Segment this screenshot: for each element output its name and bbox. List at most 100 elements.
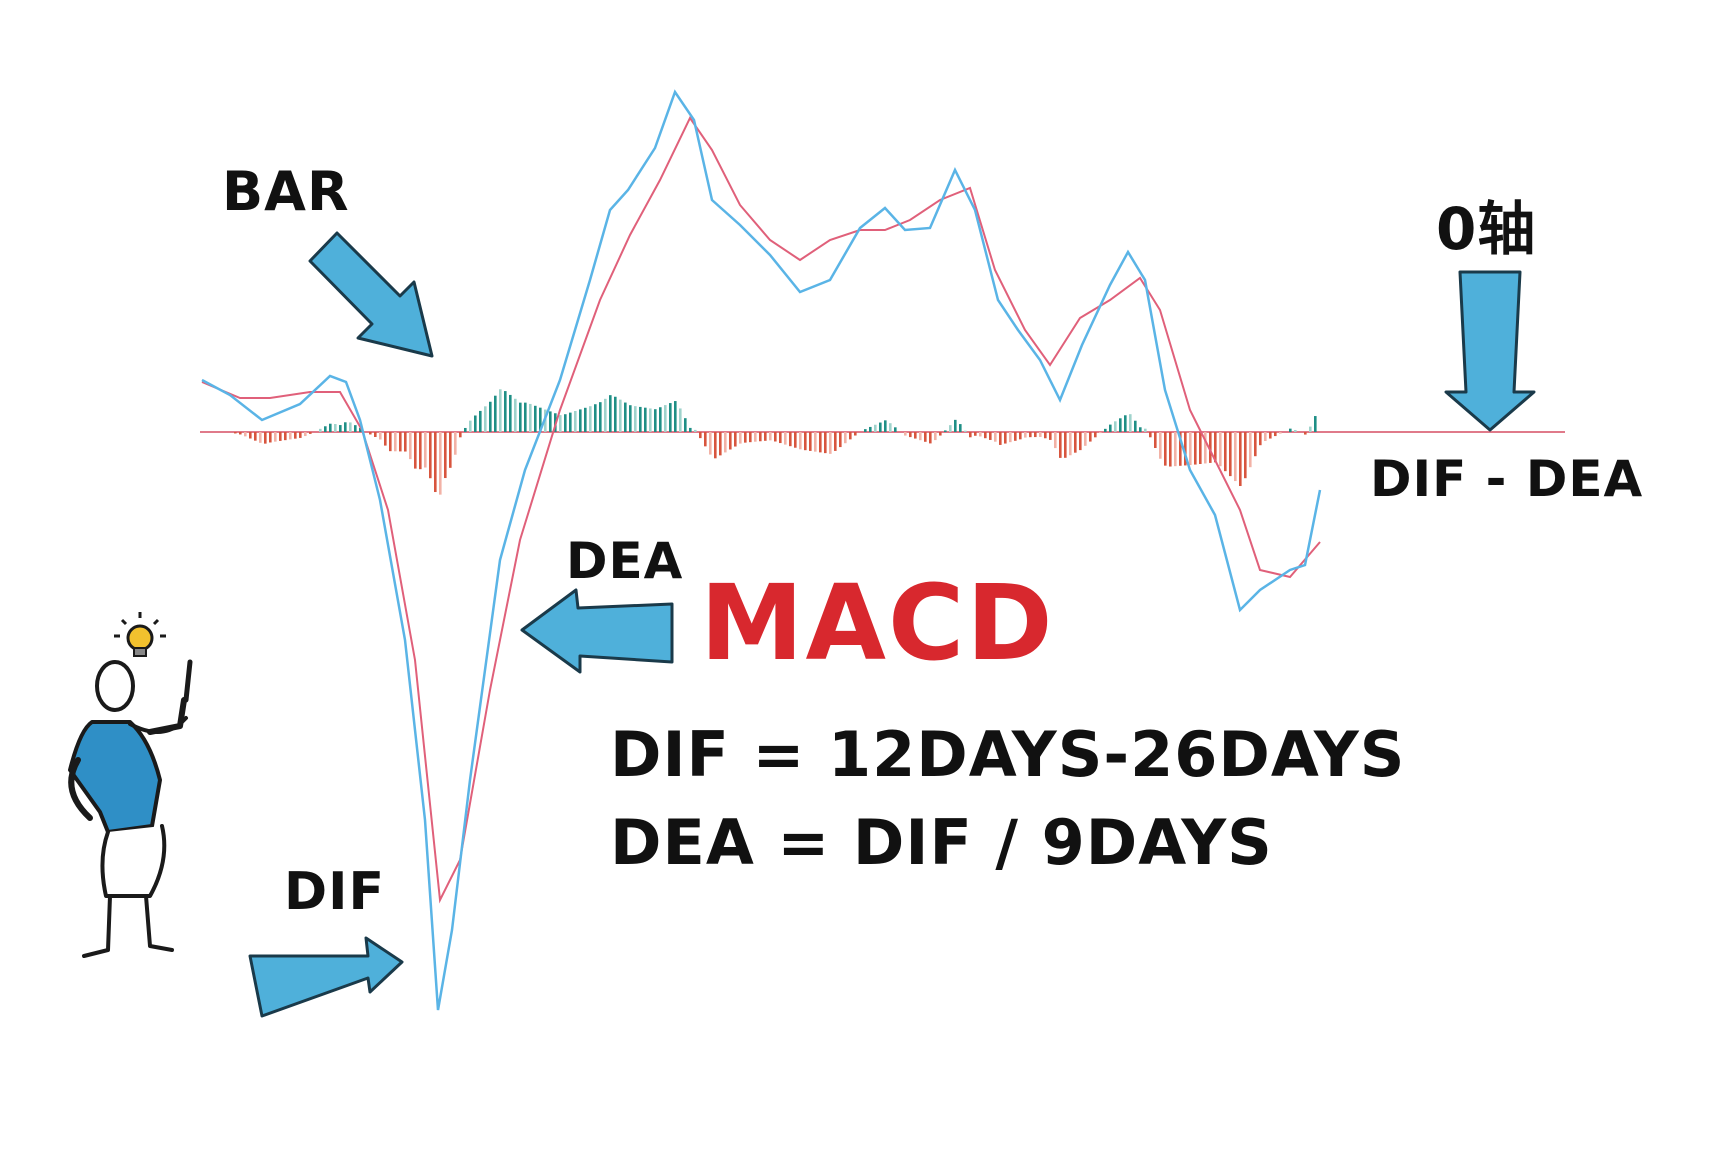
histogram-bar-positive [1144, 428, 1147, 432]
histogram-bar-positive [509, 394, 512, 432]
histogram-bar-positive [649, 408, 652, 432]
histogram-bar-negative [1159, 432, 1162, 459]
histogram-bar-negative [1189, 432, 1192, 466]
histogram-bar-negative [439, 432, 442, 495]
histogram-bar-negative [274, 432, 277, 442]
histogram-bar-negative [1084, 432, 1087, 446]
histogram-bar-negative [384, 432, 387, 446]
histogram-bar-negative [984, 432, 987, 439]
histogram-bar-positive [514, 398, 517, 432]
histogram-bar-negative [779, 432, 782, 444]
dea-label: DEA [566, 532, 684, 590]
histogram-bar-positive [339, 425, 342, 432]
histogram-bar-negative [269, 432, 272, 443]
histogram-bar-negative [839, 432, 842, 448]
histogram-bar-positive [659, 407, 662, 432]
histogram-bar-positive [1294, 429, 1297, 432]
histogram-bar-negative [724, 432, 727, 453]
histogram-bar-negative [399, 432, 402, 452]
histogram-bar-negative [264, 432, 267, 444]
histogram-bar-negative [1209, 432, 1212, 463]
histogram-bar-negative [1079, 432, 1082, 451]
histogram-bar-positive [694, 429, 697, 432]
histogram-bar-positive [894, 427, 897, 432]
histogram-bar-negative [1004, 432, 1007, 444]
histogram-bar-negative [924, 432, 927, 442]
histogram-bar-negative [1169, 432, 1172, 467]
histogram-bar-positive [569, 412, 572, 432]
histogram-bar-positive [479, 410, 482, 432]
histogram-bar-negative [1274, 432, 1277, 437]
dif-line [201, 89, 1322, 1011]
histogram-bar-positive [944, 430, 947, 432]
histogram-bar-negative [1219, 432, 1222, 467]
histogram-bar-negative [819, 432, 822, 453]
histogram-bar-positive [464, 427, 467, 432]
histogram-bar-negative [974, 432, 977, 436]
histogram-bar-negative [729, 432, 732, 450]
histogram-bar-negative [394, 432, 397, 452]
histogram-bar-negative [454, 432, 457, 455]
histogram-bar-positive [869, 426, 872, 432]
histogram-bar-positive [349, 422, 352, 432]
histogram-bar-negative [459, 432, 462, 438]
arrow-to-dea [520, 588, 674, 674]
histogram-bar-positive [624, 402, 627, 432]
histogram-bar-negative [1054, 432, 1057, 449]
histogram-bar-negative [759, 432, 762, 442]
histogram-bar-negative [849, 432, 852, 440]
histogram-bar-positive [334, 424, 337, 432]
histogram-bar-negative [1269, 432, 1272, 439]
histogram-bar-negative [254, 432, 257, 441]
histogram-bar-negative [389, 432, 392, 452]
histogram-bar-positive [319, 428, 322, 432]
histogram-bar-negative [1094, 432, 1097, 438]
histogram-bar-positive [1134, 420, 1137, 432]
dea-line [201, 116, 1321, 904]
histogram-bar-positive [584, 407, 587, 432]
histogram-bar-negative [1204, 432, 1207, 464]
histogram-bar-negative [1099, 432, 1102, 434]
histogram-bar-negative [904, 432, 907, 436]
bar-label: BAR [222, 160, 350, 223]
histogram-bar-negative [259, 432, 262, 443]
dif-minus-dea-label: DIF - DEA [1370, 450, 1644, 508]
histogram-bar-positive [604, 398, 607, 432]
histogram-bar-negative [239, 432, 242, 435]
histogram-bar-positive [489, 401, 492, 432]
histogram-bar-positive [329, 423, 332, 432]
histogram-bar-positive [594, 404, 597, 432]
histogram-bar-negative [929, 432, 932, 444]
histogram-bar-positive [1289, 428, 1292, 432]
histogram-bar-negative [979, 432, 982, 437]
histogram-bar-negative [934, 432, 937, 441]
arrow-to-bar [308, 231, 434, 358]
histogram-bar-positive [549, 411, 552, 432]
arrow-to-dif [248, 936, 404, 1018]
histogram-bar-negative [444, 432, 447, 479]
histogram-bar-negative [429, 432, 432, 479]
histogram-bar-negative [744, 432, 747, 443]
histogram-bar-positive [874, 424, 877, 432]
histogram-bar-positive [529, 403, 532, 432]
histogram-bar-negative [1249, 432, 1252, 468]
histogram-bar-positive [1309, 426, 1312, 432]
zero-axis-label: 0轴 [1436, 195, 1537, 263]
histogram-bar-negative [764, 432, 767, 441]
histogram-bar-negative [939, 432, 942, 436]
histogram-bar-negative [1039, 432, 1042, 437]
histogram-bar-negative [1019, 432, 1022, 440]
histogram-bar-positive [589, 406, 592, 432]
histogram-bar-positive [674, 401, 677, 432]
histogram-bar-positive [1124, 415, 1127, 432]
histogram-bar-negative [1009, 432, 1012, 443]
histogram-bar-negative [449, 432, 452, 468]
histogram-bar-positive [634, 406, 637, 432]
histogram-bar-positive [599, 402, 602, 432]
histogram-bar-negative [379, 432, 382, 440]
histogram-bar-positive [889, 423, 892, 432]
histogram-bar-negative [814, 432, 817, 452]
histogram-bar-negative [1214, 432, 1217, 463]
histogram-bar-negative [1184, 432, 1187, 466]
